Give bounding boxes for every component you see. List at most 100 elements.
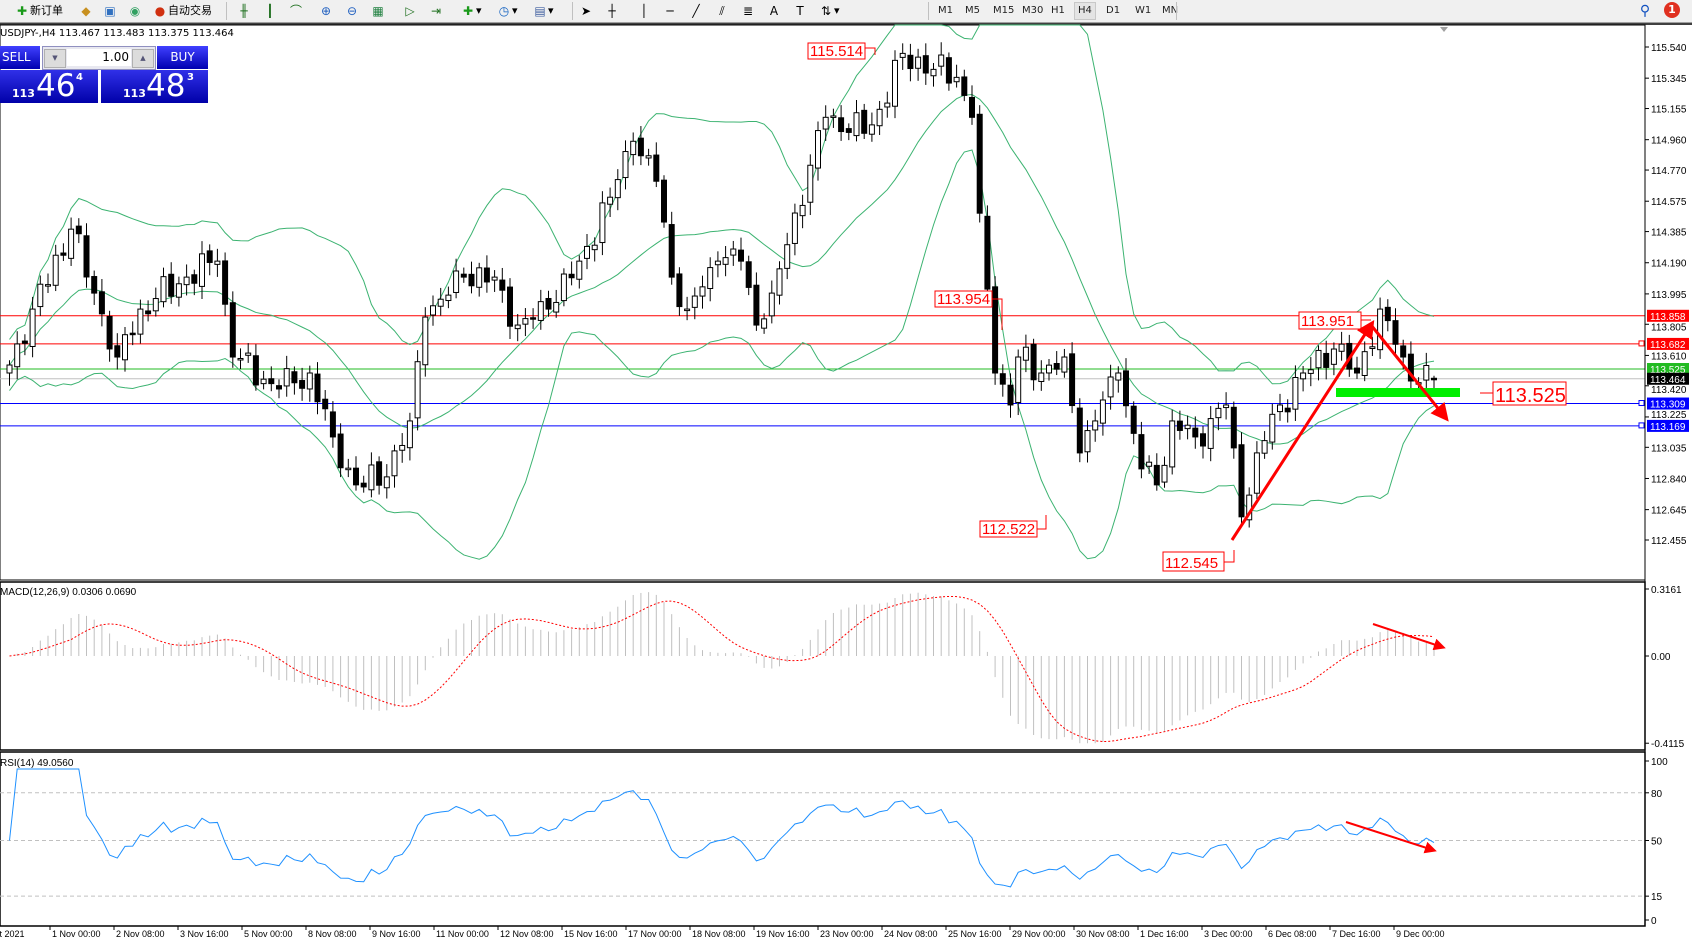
sell-price-button[interactable]: 113 46 4: [0, 68, 98, 104]
vertical-line-tool[interactable]: │: [636, 2, 652, 20]
rsi-divergence-arrow[interactable]: [1345, 821, 1437, 854]
candle: [1092, 420, 1099, 431]
arrows-tool[interactable]: ⇅ ▾: [818, 2, 840, 20]
time-axis-label: Oct 2021: [0, 929, 25, 939]
candle: [29, 308, 36, 347]
periods-button[interactable]: ◷ ▾: [496, 2, 518, 20]
candle: [961, 76, 968, 96]
zoom-out-button[interactable]: ⊖: [344, 2, 360, 20]
candle: [491, 276, 498, 281]
candle: [938, 54, 945, 67]
sell-button[interactable]: SELL: [0, 46, 40, 69]
candle: [822, 116, 829, 130]
time-axis-label: 5 Nov 00:00: [244, 929, 293, 939]
horizontal-line-tool[interactable]: ─: [662, 2, 678, 20]
timeframe-h1[interactable]: H1: [1051, 5, 1065, 16]
autoscroll-icon: ▷: [405, 4, 415, 18]
trendline-tool[interactable]: ╱: [688, 2, 704, 20]
template-icon: ▤: [534, 4, 546, 18]
candle: [838, 117, 845, 133]
candle: [514, 324, 521, 330]
gold-bars-icon: ◆: [81, 4, 91, 18]
buy-price-button[interactable]: 113 48 3: [101, 68, 208, 104]
candle: [815, 130, 821, 169]
cursor-tool[interactable]: ➤: [578, 2, 594, 20]
line-handle[interactable]: [1638, 400, 1645, 407]
support-zone-rect[interactable]: [1336, 388, 1460, 397]
timeframe-m1[interactable]: M1: [938, 5, 953, 16]
bar-chart-button[interactable]: ╫: [236, 2, 252, 20]
candle: [753, 284, 760, 326]
line-chart-button[interactable]: ⌒: [288, 2, 304, 20]
candle: [999, 373, 1006, 385]
buy-button[interactable]: BUY: [157, 46, 208, 69]
candle: [191, 274, 198, 284]
candlestick-button[interactable]: ┃: [262, 2, 278, 20]
chevron-down-icon: ▼: [52, 54, 58, 62]
lot-decrease-button[interactable]: ▼: [44, 49, 66, 68]
timeframe-mn[interactable]: MN: [1162, 5, 1179, 16]
macd-divergence-arrow[interactable]: [1372, 623, 1446, 651]
chart-shift-marker-icon[interactable]: [1440, 27, 1448, 32]
timeframe-m5[interactable]: M5: [965, 5, 980, 16]
crosshair-icon: ┼: [608, 4, 616, 18]
crosshair-tool[interactable]: ┼: [604, 2, 620, 20]
time-axis-label: 1 Dec 16:00: [1140, 929, 1189, 939]
auto-trading-label: 自动交易: [168, 4, 212, 17]
candle: [283, 368, 290, 387]
notifications-button[interactable]: 1: [1664, 1, 1680, 19]
price-axis-label: 112.840: [1651, 474, 1687, 485]
zoom-in-button[interactable]: ⊕: [318, 2, 334, 20]
price-axis-label: 113.805: [1651, 322, 1687, 333]
candle: [576, 260, 583, 280]
timeframe-m30[interactable]: M30: [1022, 5, 1044, 16]
candle: [1030, 343, 1037, 381]
macd-pane: [0, 581, 1646, 751]
search-button[interactable]: ⚲: [1637, 2, 1653, 20]
line-handle[interactable]: [1638, 340, 1645, 347]
terminal-button[interactable]: ▣: [102, 2, 118, 20]
candle: [1007, 384, 1014, 406]
timeframe-w1[interactable]: W1: [1135, 5, 1152, 16]
templates-button[interactable]: ▤ ▾: [532, 2, 553, 20]
candle: [899, 52, 906, 58]
tile-windows-button[interactable]: ▦: [370, 2, 386, 20]
candle: [1300, 372, 1307, 380]
candle: [1407, 353, 1414, 382]
indicators-button[interactable]: ✚ ▾: [460, 2, 482, 20]
signals-button[interactable]: ◉: [127, 2, 143, 20]
timeframe-m15[interactable]: M15: [993, 5, 1015, 16]
auto-trading-button[interactable]: ● 自动交易: [152, 2, 212, 20]
fibonacci-tool[interactable]: ≣: [740, 2, 756, 20]
trend-arrow-up[interactable]: [1230, 319, 1375, 541]
candle: [483, 267, 490, 283]
autoscroll-button[interactable]: ▷: [402, 2, 418, 20]
candle: [1123, 370, 1129, 407]
equidistant-channel-tool[interactable]: ⫽: [714, 2, 730, 20]
candle: [630, 140, 637, 156]
lot-size-stepper[interactable]: ▼ 1.00 ▲: [42, 46, 156, 70]
lot-increase-button[interactable]: ▲: [132, 49, 154, 68]
candle: [1354, 367, 1360, 374]
candle: [229, 302, 236, 358]
trend-arrow-down[interactable]: [1369, 324, 1449, 422]
new-order-button[interactable]: ✚ 新订单: [14, 2, 63, 20]
price-axis-label: 113.225: [1651, 410, 1687, 421]
timeframe-h4[interactable]: H4: [1074, 2, 1096, 20]
candle: [599, 202, 606, 244]
candle: [776, 268, 783, 296]
candle: [653, 154, 660, 182]
text-label-tool[interactable]: T: [792, 2, 808, 20]
history-center-button[interactable]: ◆: [78, 2, 94, 20]
timeframe-d1[interactable]: D1: [1106, 5, 1121, 16]
line-handle[interactable]: [1638, 422, 1645, 429]
lot-size-input[interactable]: 1.00: [67, 49, 131, 66]
candle: [368, 464, 375, 491]
line-chart-icon: ⌒: [289, 4, 302, 18]
candle: [545, 297, 552, 310]
chart-shift-button[interactable]: ⇥: [428, 2, 444, 20]
candle: [1038, 372, 1045, 382]
candle: [614, 179, 621, 199]
text-tool[interactable]: A: [766, 2, 782, 20]
